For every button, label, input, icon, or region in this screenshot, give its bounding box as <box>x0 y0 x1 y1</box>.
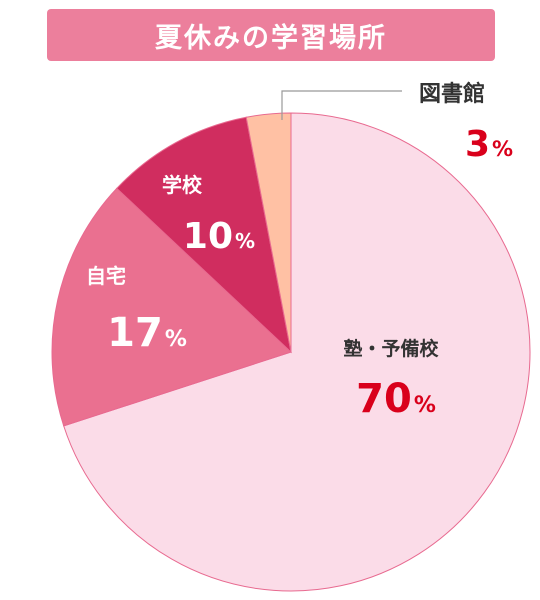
slice-value-number-1: 17 <box>107 310 163 356</box>
pie-slice-0 <box>63 112 531 592</box>
slice-value-unit-2: % <box>235 229 255 253</box>
slice-value-unit-3: % <box>492 137 513 161</box>
slice-value-2: 10% <box>183 216 255 257</box>
pie-slice-2 <box>116 116 292 354</box>
slice-value-number-0: 70 <box>356 376 412 422</box>
chart-title: 夏休みの学習場所 <box>155 22 387 54</box>
slice-value-unit-0: % <box>414 393 436 418</box>
slice-value-0: 70% <box>356 376 436 422</box>
slice-label-2: 学校 <box>162 173 203 197</box>
slice-value-3: 3% <box>465 124 513 165</box>
chart-title-banner: 夏休みの学習場所 <box>47 9 495 61</box>
slice-label-3: 図書館 <box>419 81 485 107</box>
slice-value-number-2: 10 <box>183 216 233 257</box>
slice-value-number-3: 3 <box>465 124 490 165</box>
slice-value-1: 17% <box>107 310 187 356</box>
pie-slice-3 <box>245 112 292 353</box>
leader-line-library <box>281 90 402 120</box>
pie-slice-1 <box>51 187 292 427</box>
slice-label-0: 塾・予備校 <box>343 337 439 360</box>
slice-value-unit-1: % <box>165 327 187 352</box>
slice-label-1: 自宅 <box>86 264 126 288</box>
